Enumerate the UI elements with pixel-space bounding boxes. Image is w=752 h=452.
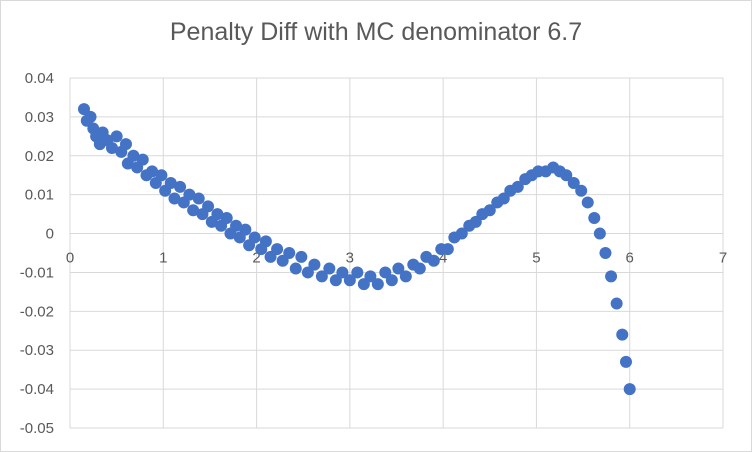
data-point [168, 192, 181, 205]
x-tick-label: 2 [252, 250, 260, 267]
data-point [211, 208, 224, 221]
data-point [174, 180, 187, 193]
data-point [230, 219, 243, 232]
data-point [455, 227, 468, 240]
chart-title: Penalty Diff with MC denominator 6.7 [169, 18, 583, 46]
data-point [220, 212, 233, 224]
data-point [239, 223, 252, 236]
y-tick-label: -0.02 [20, 303, 54, 320]
data-point [315, 270, 328, 283]
data-point [483, 204, 496, 217]
data-point [575, 184, 588, 197]
data-point [183, 188, 196, 201]
data-point [605, 270, 618, 283]
data-point [371, 278, 384, 291]
data-point [593, 227, 606, 240]
y-tick-label: -0.03 [20, 342, 54, 359]
data-point [619, 355, 632, 368]
data-point [295, 250, 308, 263]
data-point [127, 149, 140, 162]
data-point [599, 247, 612, 259]
data-point [283, 247, 296, 259]
y-tick-label: 0.01 [25, 187, 54, 204]
data-point [511, 180, 524, 193]
data-point [164, 177, 177, 189]
data-point [136, 153, 149, 166]
data-point [427, 254, 440, 267]
y-tick-label: 0.02 [25, 148, 54, 165]
x-tick-label: 1 [159, 250, 167, 267]
data-point [616, 328, 629, 341]
data-point [110, 130, 123, 143]
data-point [351, 266, 364, 279]
data-point [399, 270, 412, 283]
y-tick-label: -0.05 [20, 420, 54, 437]
x-tick-label: 5 [532, 250, 540, 267]
data-point [581, 196, 594, 209]
data-point [567, 177, 580, 189]
data-point [248, 231, 261, 244]
data-point [308, 258, 321, 271]
data-point [623, 383, 636, 396]
data-point [588, 212, 601, 224]
data-point [192, 192, 205, 205]
data-point [392, 262, 405, 275]
y-tick-label: -0.04 [20, 381, 54, 398]
data-point [105, 142, 118, 154]
data-point [202, 200, 215, 213]
data-point [413, 262, 426, 275]
data-point [84, 110, 97, 123]
y-tick-label: 0 [46, 226, 54, 243]
data-point [610, 297, 623, 310]
data-point [336, 266, 349, 279]
data-point [146, 165, 159, 178]
data-point [155, 169, 168, 182]
y-tick-label: -0.01 [20, 264, 54, 281]
data-point [187, 204, 200, 217]
data-point [560, 169, 573, 182]
y-tick-label: 0.03 [25, 109, 54, 126]
x-tick-label: 7 [719, 250, 727, 267]
x-tick-label: 4 [439, 250, 447, 267]
data-point [441, 243, 454, 256]
y-tick-label: 0.04 [25, 70, 54, 87]
x-tick-label: 3 [346, 250, 354, 267]
x-tick-label: 6 [626, 250, 634, 267]
data-point [343, 274, 356, 287]
data-point [289, 262, 302, 275]
data-point [323, 262, 336, 275]
data-point [259, 235, 272, 248]
x-tick-label: 0 [66, 250, 74, 267]
data-point [385, 274, 398, 287]
data-point [271, 243, 284, 256]
data-point [364, 270, 377, 283]
data-point [119, 138, 132, 151]
